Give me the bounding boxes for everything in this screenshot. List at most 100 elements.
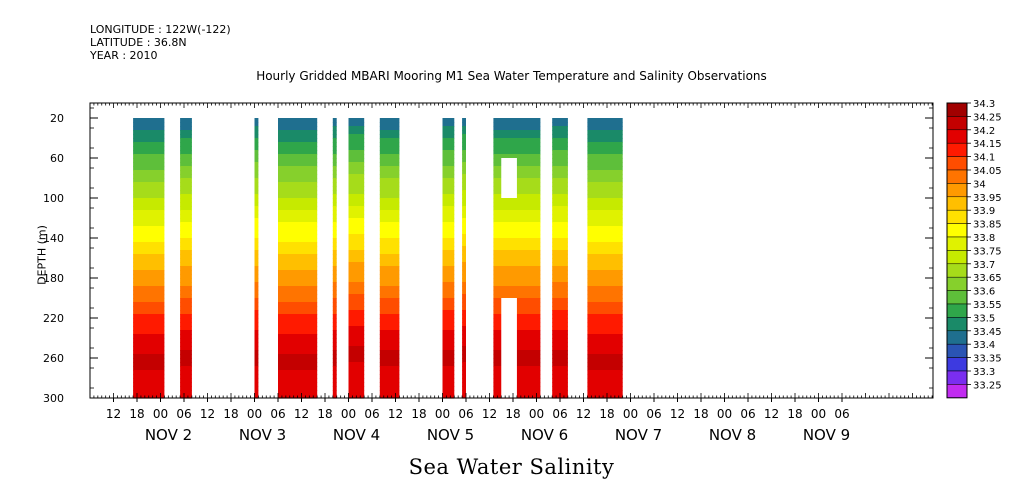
x-hour-tick-label: 12 [670,407,685,421]
y-tick-label: 300 [43,392,64,405]
colorbar-swatch [946,290,968,305]
latitude-label: LATITUDE : 36.8N [90,36,187,49]
colorbar-swatch [946,116,968,131]
x-hour-tick-label: 12 [106,407,121,421]
colorbar-swatch [946,343,968,358]
colorbar-label: 33.6 [973,287,995,298]
x-hour-tick-label: 06 [552,407,567,421]
colorbar-swatch [946,357,968,372]
colorbar-swatch [946,223,968,238]
y-tick-label: 20 [50,112,64,125]
colorbar-label: 34.15 [973,139,1002,150]
x-hour-tick-label: 12 [200,407,215,421]
x-axis-title: Sea Water Salinity [408,455,615,479]
x-hour-tick-label: 06 [646,407,661,421]
colorbar-frame [946,102,968,399]
colorbar-swatch [946,142,968,157]
colorbar-label: 34 [973,179,986,190]
colorbar-label: 33.5 [973,313,995,324]
colorbar-swatch [946,303,968,318]
y-tick-label: 180 [43,272,64,285]
colorbar-label: 33.85 [973,220,1002,231]
colorbar-swatch [946,370,968,385]
colorbar-label: 33.65 [973,273,1002,284]
data-segment [254,118,259,399]
colorbar-swatch [946,183,968,198]
x-hour-tick-label: 18 [599,407,614,421]
x-hour-tick-label: 18 [223,407,238,421]
x-hour-tick-label: 00 [717,407,732,421]
missing-data-block [501,158,517,198]
y-tick-label: 260 [43,352,64,365]
x-day-label: NOV 8 [709,426,756,444]
x-hour-tick-label: 00 [811,407,826,421]
data-segment [133,118,165,399]
x-hour-tick-label: 06 [176,407,191,421]
colorbar-swatch [946,330,968,345]
colorbar-label: 33.75 [973,246,1002,257]
x-hour-tick-label: 00 [529,407,544,421]
y-tick-label: 60 [50,152,64,165]
x-hour-tick-label: 06 [834,407,849,421]
colorbar-swatch [946,156,968,171]
colorbar-label: 34.25 [973,112,1002,123]
colorbar-label: 34.1 [973,153,995,164]
colorbar-label: 33.3 [973,367,995,378]
year-label: YEAR : 2010 [90,49,158,62]
colorbar-swatch [946,236,968,251]
x-hour-tick-label: 00 [153,407,168,421]
x-hour-tick-label: 18 [693,407,708,421]
chart-title: Hourly Gridded MBARI Mooring M1 Sea Wate… [256,69,767,83]
colorbar-label: 33.25 [973,380,1002,391]
colorbar-label: 33.45 [973,327,1002,338]
colorbar-swatch [946,263,968,278]
x-hour-tick-label: 00 [247,407,262,421]
colorbar-swatch [946,209,968,224]
x-hour-tick-label: 18 [129,407,144,421]
colorbar-swatch [946,196,968,211]
colorbar-label: 33.35 [973,354,1002,365]
data-segment [552,118,568,399]
x-hour-tick-label: 00 [435,407,450,421]
x-hour-tick-label: 18 [787,407,802,421]
x-day-label: NOV 9 [803,426,850,444]
data-segment [180,118,192,399]
x-day-label: NOV 2 [145,426,192,444]
y-tick-label: 220 [43,312,64,325]
x-hour-tick-label: 06 [364,407,379,421]
x-day-label: NOV 3 [239,426,286,444]
x-hour-tick-label: 12 [482,407,497,421]
colorbar-label: 34.3 [973,99,995,110]
colorbar-swatch [946,250,968,265]
colorbar-label: 33.7 [973,260,995,271]
x-hour-tick-label: 06 [458,407,473,421]
colorbar-label: 34.05 [973,166,1002,177]
colorbar-label: 33.95 [973,193,1002,204]
data-segment [379,118,400,399]
x-hour-tick-label: 00 [341,407,356,421]
x-day-label: NOV 6 [521,426,568,444]
x-hour-tick-label: 18 [411,407,426,421]
data-segment [587,118,623,399]
x-hour-tick-label: 06 [270,407,285,421]
colorbar-label: 34.2 [973,126,995,137]
x-day-label: NOV 7 [615,426,662,444]
x-hour-tick-label: 12 [388,407,403,421]
x-hour-tick-label: 12 [576,407,591,421]
x-day-label: NOV 4 [333,426,380,444]
x-hour-tick-label: 18 [505,407,520,421]
colorbar-swatch [946,169,968,184]
x-hour-tick-label: 12 [764,407,779,421]
colorbar-swatch [946,102,968,117]
colorbar-label: 33.8 [973,233,995,244]
colorbar-label: 33.9 [973,206,995,217]
y-tick-label: 140 [43,232,64,245]
x-hour-tick-label: 18 [317,407,332,421]
x-hour-tick-label: 00 [623,407,638,421]
data-segment [278,118,318,399]
colorbar-swatch [946,129,968,144]
colorbar-swatch [946,384,968,399]
data-segment [348,118,365,399]
plot-frame [89,102,934,399]
